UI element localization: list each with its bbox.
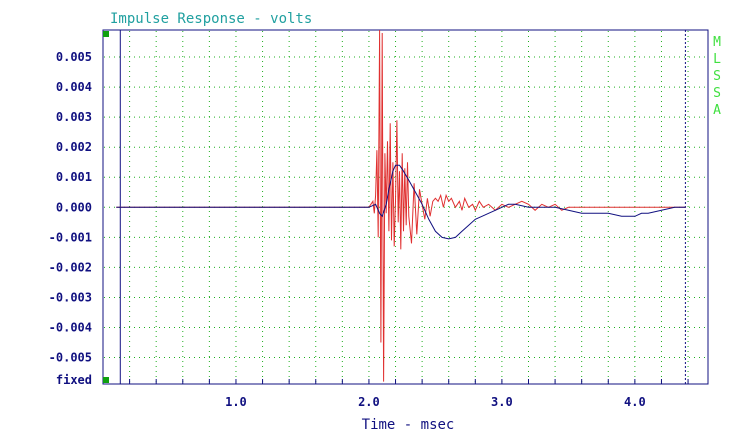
x-tick-label: 2.0 [358, 395, 380, 409]
x-tick-label: 3.0 [491, 395, 513, 409]
y-tick-label: 0.003 [56, 110, 92, 124]
y-tick-label: -0.001 [49, 230, 92, 244]
side-label-letter: S [713, 86, 721, 101]
y-tick-labels: 0.005 0.004 0.003 0.002 0.001 0.000 -0.001 -0.0… [49, 50, 92, 365]
y-tick-label: -0.002 [49, 260, 92, 274]
series-layer [116, 29, 686, 382]
side-label-letter: L [713, 52, 721, 67]
side-label-letter: M [713, 35, 721, 50]
series-line-0 [116, 29, 686, 382]
y-tick-label: 0.002 [56, 140, 92, 154]
x-tick-labels: 1.0 2.0 3.0 4.0 [225, 395, 646, 409]
side-label-letter: S [713, 69, 721, 84]
y-tick-label: -0.004 [49, 321, 92, 335]
side-label-letter: A [713, 103, 721, 118]
x-tick-label: 4.0 [624, 395, 646, 409]
y-tick-label: 0.005 [56, 50, 92, 64]
plot-frame [102, 29, 709, 385]
corner-marker-bottom [103, 377, 109, 383]
x-axis-label: Time - msec [362, 417, 455, 433]
corner-marker-top [103, 31, 109, 37]
x-tick-label: 1.0 [225, 395, 247, 409]
chart-title: Impulse Response - volts [110, 11, 312, 27]
y-tick-label: 0.000 [56, 200, 92, 214]
y-tick-label: 0.004 [56, 80, 92, 94]
series-line-1 [116, 164, 686, 240]
y-tick-label: 0.001 [56, 170, 92, 184]
y-tick-label: -0.003 [49, 290, 92, 304]
y-tick-label: -0.005 [49, 351, 92, 365]
y-scale-mode-label: fixed [56, 373, 92, 387]
